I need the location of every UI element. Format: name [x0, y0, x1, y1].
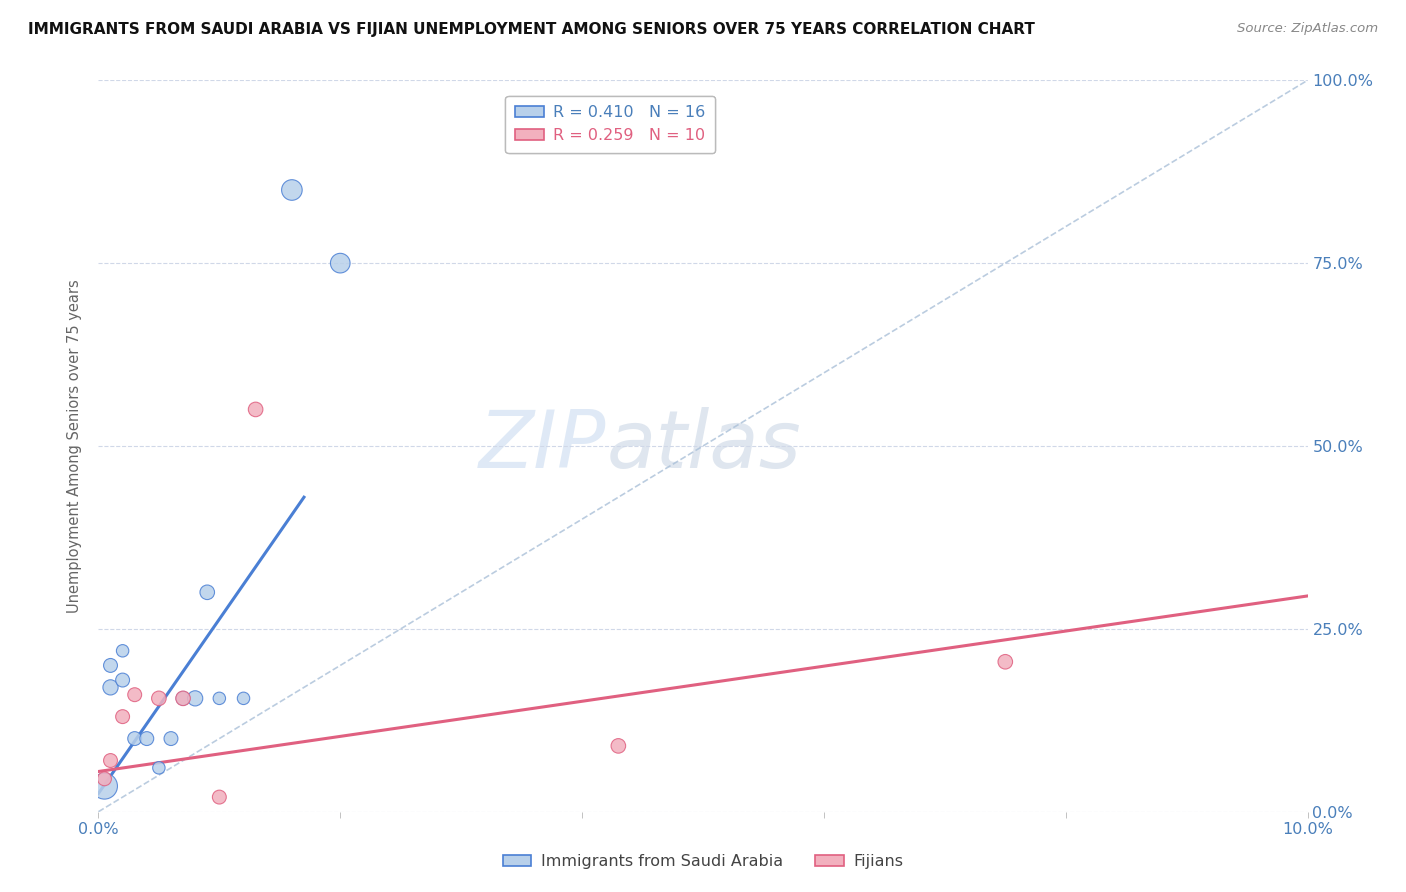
Point — [607, 739, 630, 753]
Text: Source: ZipAtlas.com: Source: ZipAtlas.com — [1237, 22, 1378, 36]
Text: ZIP: ZIP — [479, 407, 606, 485]
Point — [148, 691, 170, 706]
Point — [994, 655, 1017, 669]
Point — [93, 779, 115, 793]
Legend: R = 0.410   N = 16, R = 0.259   N = 10: R = 0.410 N = 16, R = 0.259 N = 10 — [505, 95, 716, 153]
Point — [195, 585, 218, 599]
Point — [124, 688, 146, 702]
Point — [111, 709, 134, 723]
Text: atlas: atlas — [606, 407, 801, 485]
Point — [111, 673, 134, 687]
Point — [245, 402, 267, 417]
Text: IMMIGRANTS FROM SAUDI ARABIA VS FIJIAN UNEMPLOYMENT AMONG SENIORS OVER 75 YEARS : IMMIGRANTS FROM SAUDI ARABIA VS FIJIAN U… — [28, 22, 1035, 37]
Point — [160, 731, 183, 746]
Y-axis label: Unemployment Among Seniors over 75 years: Unemployment Among Seniors over 75 years — [67, 279, 83, 613]
Point — [124, 731, 146, 746]
Point — [100, 754, 122, 768]
Point — [100, 658, 122, 673]
Point — [93, 772, 115, 786]
Point — [172, 691, 194, 706]
Point — [111, 644, 134, 658]
Point — [281, 183, 304, 197]
Point — [100, 681, 122, 695]
Point — [329, 256, 352, 270]
Legend: Immigrants from Saudi Arabia, Fijians: Immigrants from Saudi Arabia, Fijians — [496, 847, 910, 875]
Point — [208, 790, 231, 805]
Point — [208, 691, 231, 706]
Point — [184, 691, 207, 706]
Point — [172, 691, 194, 706]
Point — [135, 731, 157, 746]
Point — [148, 761, 170, 775]
Point — [232, 691, 254, 706]
